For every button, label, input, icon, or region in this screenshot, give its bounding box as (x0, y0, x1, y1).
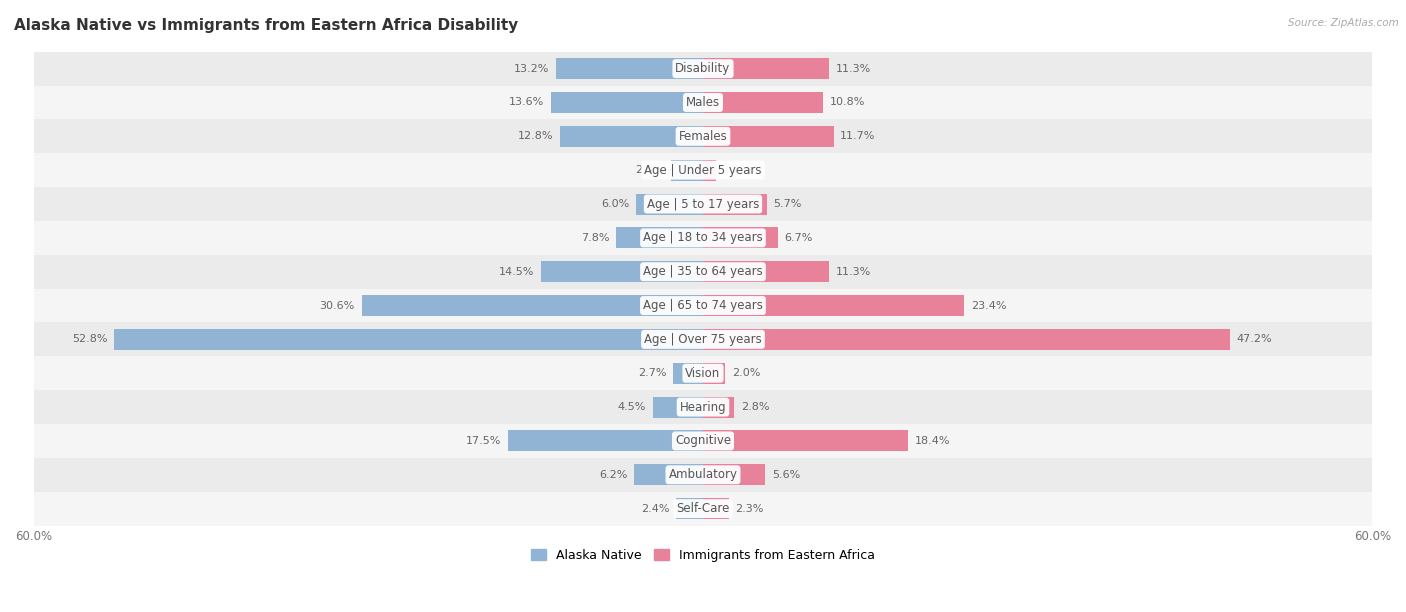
Bar (703, 160, 717, 181)
Text: 5.7%: 5.7% (773, 199, 801, 209)
Bar (703, 261, 830, 282)
Text: Age | 18 to 34 years: Age | 18 to 34 years (643, 231, 763, 244)
Bar (34, 187, 1372, 221)
Text: 2.0%: 2.0% (733, 368, 761, 378)
Bar (34, 86, 1372, 119)
Bar (703, 498, 728, 519)
Text: 2.7%: 2.7% (638, 368, 666, 378)
Text: Age | Under 5 years: Age | Under 5 years (644, 163, 762, 177)
Text: 2.3%: 2.3% (735, 504, 763, 513)
Text: 6.7%: 6.7% (785, 233, 813, 243)
Bar (703, 295, 965, 316)
Bar (703, 329, 1230, 350)
Bar (673, 363, 703, 384)
Text: 12.8%: 12.8% (517, 132, 554, 141)
Bar (560, 126, 703, 147)
Text: 17.5%: 17.5% (465, 436, 501, 446)
Text: 11.7%: 11.7% (841, 132, 876, 141)
Bar (703, 397, 734, 417)
Bar (676, 498, 703, 519)
Bar (555, 58, 703, 79)
Text: Age | 65 to 74 years: Age | 65 to 74 years (643, 299, 763, 312)
Bar (508, 430, 703, 452)
Bar (114, 329, 703, 350)
Bar (34, 458, 1372, 491)
Text: Vision: Vision (685, 367, 721, 379)
Bar (703, 228, 778, 248)
Bar (34, 323, 1372, 356)
Bar (652, 397, 703, 417)
Text: 1.2%: 1.2% (723, 165, 751, 175)
Text: Age | Over 75 years: Age | Over 75 years (644, 333, 762, 346)
Text: 11.3%: 11.3% (835, 64, 872, 73)
Text: Age | 5 to 17 years: Age | 5 to 17 years (647, 198, 759, 211)
Bar (634, 465, 703, 485)
Text: 2.9%: 2.9% (636, 165, 664, 175)
Text: Self-Care: Self-Care (676, 502, 730, 515)
Bar (34, 221, 1372, 255)
Text: 47.2%: 47.2% (1236, 334, 1272, 345)
Bar (671, 160, 703, 181)
Bar (34, 255, 1372, 289)
Text: Females: Females (679, 130, 727, 143)
Text: Ambulatory: Ambulatory (668, 468, 738, 481)
Bar (34, 356, 1372, 390)
Bar (34, 119, 1372, 153)
Bar (34, 390, 1372, 424)
Bar (551, 92, 703, 113)
Text: 10.8%: 10.8% (830, 97, 866, 108)
Text: Age | 35 to 64 years: Age | 35 to 64 years (643, 265, 763, 278)
Text: 18.4%: 18.4% (915, 436, 950, 446)
Text: Disability: Disability (675, 62, 731, 75)
Text: Cognitive: Cognitive (675, 435, 731, 447)
Text: Hearing: Hearing (679, 401, 727, 414)
Bar (34, 52, 1372, 86)
Bar (34, 424, 1372, 458)
Text: 14.5%: 14.5% (499, 267, 534, 277)
Text: 13.6%: 13.6% (509, 97, 544, 108)
Bar (703, 58, 830, 79)
Text: 5.6%: 5.6% (772, 470, 800, 480)
Text: 52.8%: 52.8% (72, 334, 107, 345)
Text: 2.4%: 2.4% (641, 504, 669, 513)
Text: 11.3%: 11.3% (835, 267, 872, 277)
Text: 4.5%: 4.5% (617, 402, 647, 412)
Bar (541, 261, 703, 282)
Bar (703, 126, 834, 147)
Text: 23.4%: 23.4% (970, 300, 1007, 310)
Bar (703, 465, 765, 485)
Text: Source: ZipAtlas.com: Source: ZipAtlas.com (1288, 18, 1399, 28)
Bar (361, 295, 703, 316)
Legend: Alaska Native, Immigrants from Eastern Africa: Alaska Native, Immigrants from Eastern A… (526, 543, 880, 567)
Bar (703, 92, 824, 113)
Text: 30.6%: 30.6% (319, 300, 354, 310)
Text: 6.0%: 6.0% (602, 199, 630, 209)
Bar (34, 153, 1372, 187)
Bar (703, 430, 908, 452)
Text: Alaska Native vs Immigrants from Eastern Africa Disability: Alaska Native vs Immigrants from Eastern… (14, 18, 519, 34)
Text: Males: Males (686, 96, 720, 109)
Text: 13.2%: 13.2% (513, 64, 548, 73)
Bar (703, 193, 766, 215)
Bar (703, 363, 725, 384)
Bar (34, 491, 1372, 526)
Text: 2.8%: 2.8% (741, 402, 769, 412)
Text: 6.2%: 6.2% (599, 470, 627, 480)
Text: 7.8%: 7.8% (581, 233, 609, 243)
Bar (34, 289, 1372, 323)
Bar (616, 228, 703, 248)
Bar (636, 193, 703, 215)
